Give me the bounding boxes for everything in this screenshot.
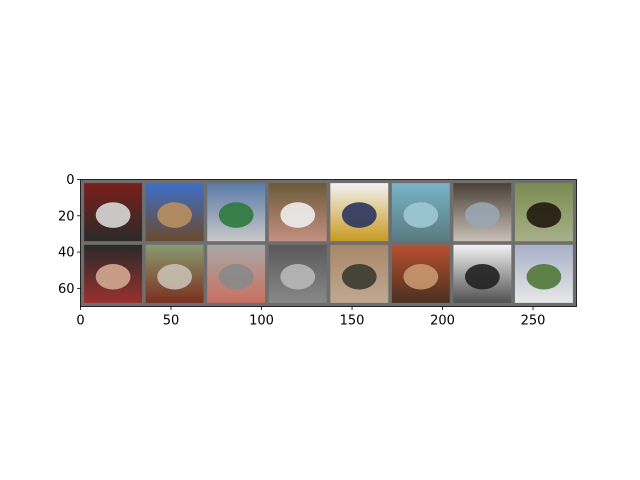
horse-figure	[280, 202, 316, 228]
truck-figure	[157, 263, 193, 290]
y-tick-label: 40	[58, 246, 75, 261]
horse-figure	[526, 202, 562, 228]
y-tick-label: 20	[58, 209, 75, 224]
x-tick-label: 50	[163, 314, 180, 329]
image-tile-horse	[514, 183, 573, 242]
ship-figure	[218, 263, 254, 290]
x-tick-label: 200	[430, 314, 455, 329]
image-tile-cat	[268, 244, 327, 303]
image-tile-frog	[330, 244, 389, 303]
airplane-figure	[526, 263, 562, 290]
x-tick-label: 150	[340, 314, 365, 329]
image-tile-airplane	[391, 183, 450, 242]
image-tile-car	[84, 244, 143, 303]
image-tile-frog	[145, 183, 204, 242]
image-tile-airplane	[330, 183, 389, 242]
image-tile-ship	[207, 244, 266, 303]
x-tick-label: 100	[249, 314, 274, 329]
y-tick-label: 60	[58, 282, 75, 297]
image-tile-truck	[207, 183, 266, 242]
truck-figure	[218, 202, 254, 228]
image-tile-airplane	[453, 244, 512, 303]
x-axis: 0 50 100 150 200 250	[76, 306, 546, 329]
image-grid	[80, 179, 577, 307]
y-tick-label: 0	[66, 173, 74, 188]
car-figure	[95, 263, 131, 290]
y-axis: 0 20 40 60	[58, 173, 81, 297]
image-tile-cat	[453, 183, 512, 242]
cat-figure	[464, 202, 500, 228]
x-tick-label: 250	[521, 314, 546, 329]
airplane-figure	[403, 202, 439, 228]
car-figure	[95, 202, 131, 228]
frog-figure	[157, 202, 193, 228]
image-tile-bird	[391, 244, 450, 303]
airplane-figure	[341, 202, 377, 228]
image-tile-car	[84, 183, 143, 242]
image-tile-airplane	[514, 244, 573, 303]
bird-figure	[403, 263, 439, 290]
airplane-figure	[464, 263, 500, 290]
axes-frame	[80, 179, 577, 307]
x-tick-label: 0	[76, 314, 84, 329]
image-tile-horse	[268, 183, 327, 242]
image-tile-truck	[145, 244, 204, 303]
cat-figure	[280, 263, 316, 290]
frog-figure	[341, 263, 377, 290]
